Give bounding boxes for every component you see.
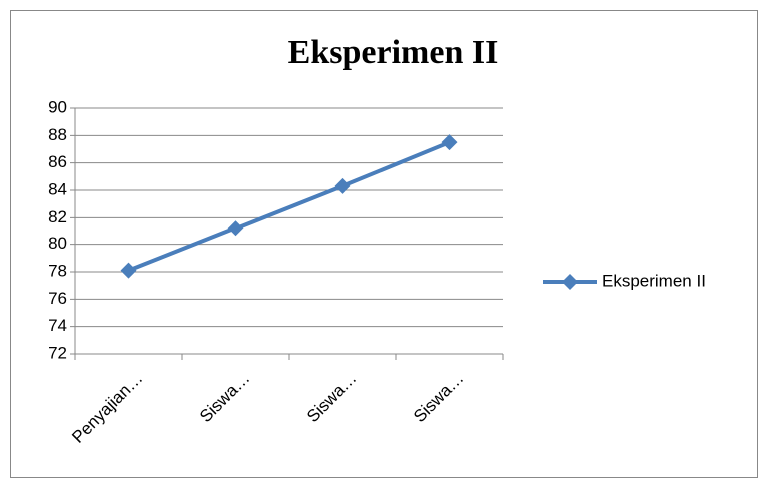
series-line xyxy=(127,140,451,273)
chart-title: Eksperimen II xyxy=(288,34,499,71)
chart-border xyxy=(10,10,758,478)
y-tick-label: 86 xyxy=(48,152,67,171)
y-tick-label: 90 xyxy=(48,97,67,116)
y-tick-label: 84 xyxy=(48,179,67,198)
y-tick-label: 76 xyxy=(48,289,67,308)
y-tick-label: 80 xyxy=(48,234,67,253)
y-tick-label: 72 xyxy=(48,343,67,362)
y-tick-label: 78 xyxy=(48,261,67,280)
y-tick-label: 74 xyxy=(48,316,67,335)
legend-marker xyxy=(562,274,578,290)
marker xyxy=(334,177,351,194)
legend-label: Eksperimen II xyxy=(602,271,706,290)
marker xyxy=(441,134,458,151)
y-tick-label: 88 xyxy=(48,125,67,144)
y-tick-label: 82 xyxy=(48,207,67,226)
marker xyxy=(120,262,137,279)
marker xyxy=(227,220,244,237)
